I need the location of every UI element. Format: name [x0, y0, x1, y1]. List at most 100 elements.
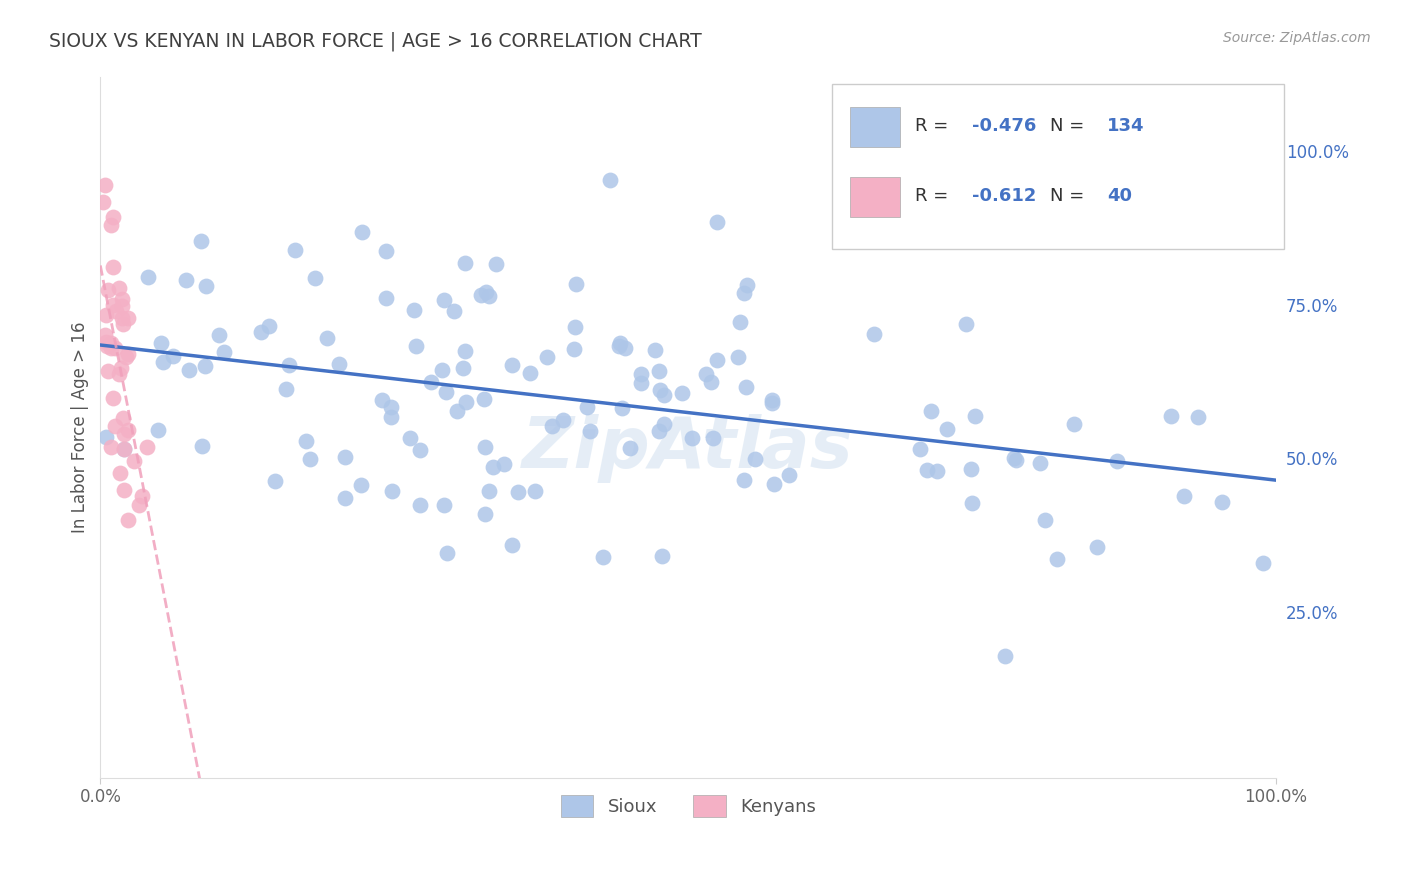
Point — [100, 219, 122, 233]
Point — [565, 277, 588, 291]
Point — [434, 384, 457, 399]
Point — [274, 382, 297, 396]
Point — [485, 257, 508, 271]
Point — [112, 483, 135, 497]
Point — [925, 464, 948, 478]
Point — [508, 485, 530, 500]
Point — [195, 278, 218, 293]
FancyBboxPatch shape — [851, 177, 900, 218]
Point — [613, 341, 636, 355]
Point — [111, 292, 134, 306]
Point — [100, 440, 122, 454]
Point — [541, 418, 564, 433]
Point — [150, 336, 173, 351]
Point — [562, 342, 585, 356]
Point — [1211, 495, 1233, 509]
Point — [112, 442, 135, 456]
Point — [610, 401, 633, 416]
Point — [316, 331, 339, 345]
Point — [284, 243, 307, 257]
Point — [103, 260, 125, 274]
Point — [648, 364, 671, 378]
Point — [207, 328, 229, 343]
Point — [1105, 454, 1128, 468]
Point — [381, 483, 404, 498]
Point — [111, 317, 134, 331]
Y-axis label: In Labor Force | Age > 16: In Labor Force | Age > 16 — [72, 322, 89, 533]
Point — [1251, 556, 1274, 570]
Point — [733, 286, 755, 301]
Point — [374, 244, 396, 258]
Point — [644, 343, 666, 357]
Point — [328, 357, 350, 371]
Point — [706, 352, 728, 367]
Point — [405, 339, 427, 353]
Point — [212, 345, 235, 359]
Point — [350, 225, 373, 239]
Point — [733, 474, 755, 488]
Text: SIOUX VS KENYAN IN LABOR FORCE | AGE > 16 CORRELATION CHART: SIOUX VS KENYAN IN LABOR FORCE | AGE > 1… — [49, 31, 702, 51]
Point — [763, 477, 786, 491]
Point — [1160, 409, 1182, 423]
Point — [194, 359, 217, 373]
Point — [350, 478, 373, 492]
Point — [454, 256, 477, 270]
Point — [702, 431, 724, 445]
Text: N =: N = — [1050, 118, 1091, 136]
Point — [494, 457, 516, 471]
Point — [728, 315, 751, 329]
Point — [117, 424, 139, 438]
Point — [191, 439, 214, 453]
Point — [706, 215, 728, 229]
Point — [564, 320, 586, 334]
Point — [862, 327, 884, 342]
Point — [599, 173, 621, 187]
Point — [176, 272, 198, 286]
Text: 40: 40 — [1107, 187, 1132, 205]
Point — [333, 450, 356, 465]
Point — [103, 210, 125, 224]
Point — [744, 452, 766, 467]
Point — [371, 392, 394, 407]
Point — [761, 396, 783, 410]
Point — [104, 419, 127, 434]
Point — [299, 452, 322, 467]
Point — [478, 484, 501, 499]
Point — [652, 387, 675, 401]
Point — [501, 538, 523, 552]
Point — [190, 234, 212, 248]
Point — [474, 507, 496, 521]
Text: ZipAtlas: ZipAtlas — [523, 414, 853, 483]
Point — [1187, 410, 1209, 425]
Point — [409, 443, 432, 458]
Point — [94, 328, 117, 343]
Point — [101, 298, 124, 312]
Text: R =: R = — [915, 187, 955, 205]
Point — [960, 496, 983, 510]
Point — [304, 271, 326, 285]
Point — [477, 289, 499, 303]
Point — [501, 358, 523, 372]
Point — [433, 498, 456, 512]
FancyBboxPatch shape — [832, 85, 1284, 249]
Point — [104, 304, 127, 318]
Point — [380, 401, 402, 415]
Point — [451, 361, 474, 376]
Point — [936, 422, 959, 436]
Point — [1005, 453, 1028, 467]
Point — [420, 375, 443, 389]
Point — [960, 462, 983, 476]
Point — [630, 367, 652, 381]
Point — [152, 354, 174, 368]
Point — [609, 336, 631, 351]
Text: Source: ZipAtlas.com: Source: ZipAtlas.com — [1223, 31, 1371, 45]
Point — [409, 498, 432, 512]
Point — [630, 376, 652, 391]
Text: -0.612: -0.612 — [972, 187, 1036, 205]
Point — [94, 308, 117, 322]
Point — [735, 278, 758, 293]
Point — [333, 491, 356, 505]
Point — [1033, 513, 1056, 527]
Point — [472, 392, 495, 407]
Point — [136, 269, 159, 284]
